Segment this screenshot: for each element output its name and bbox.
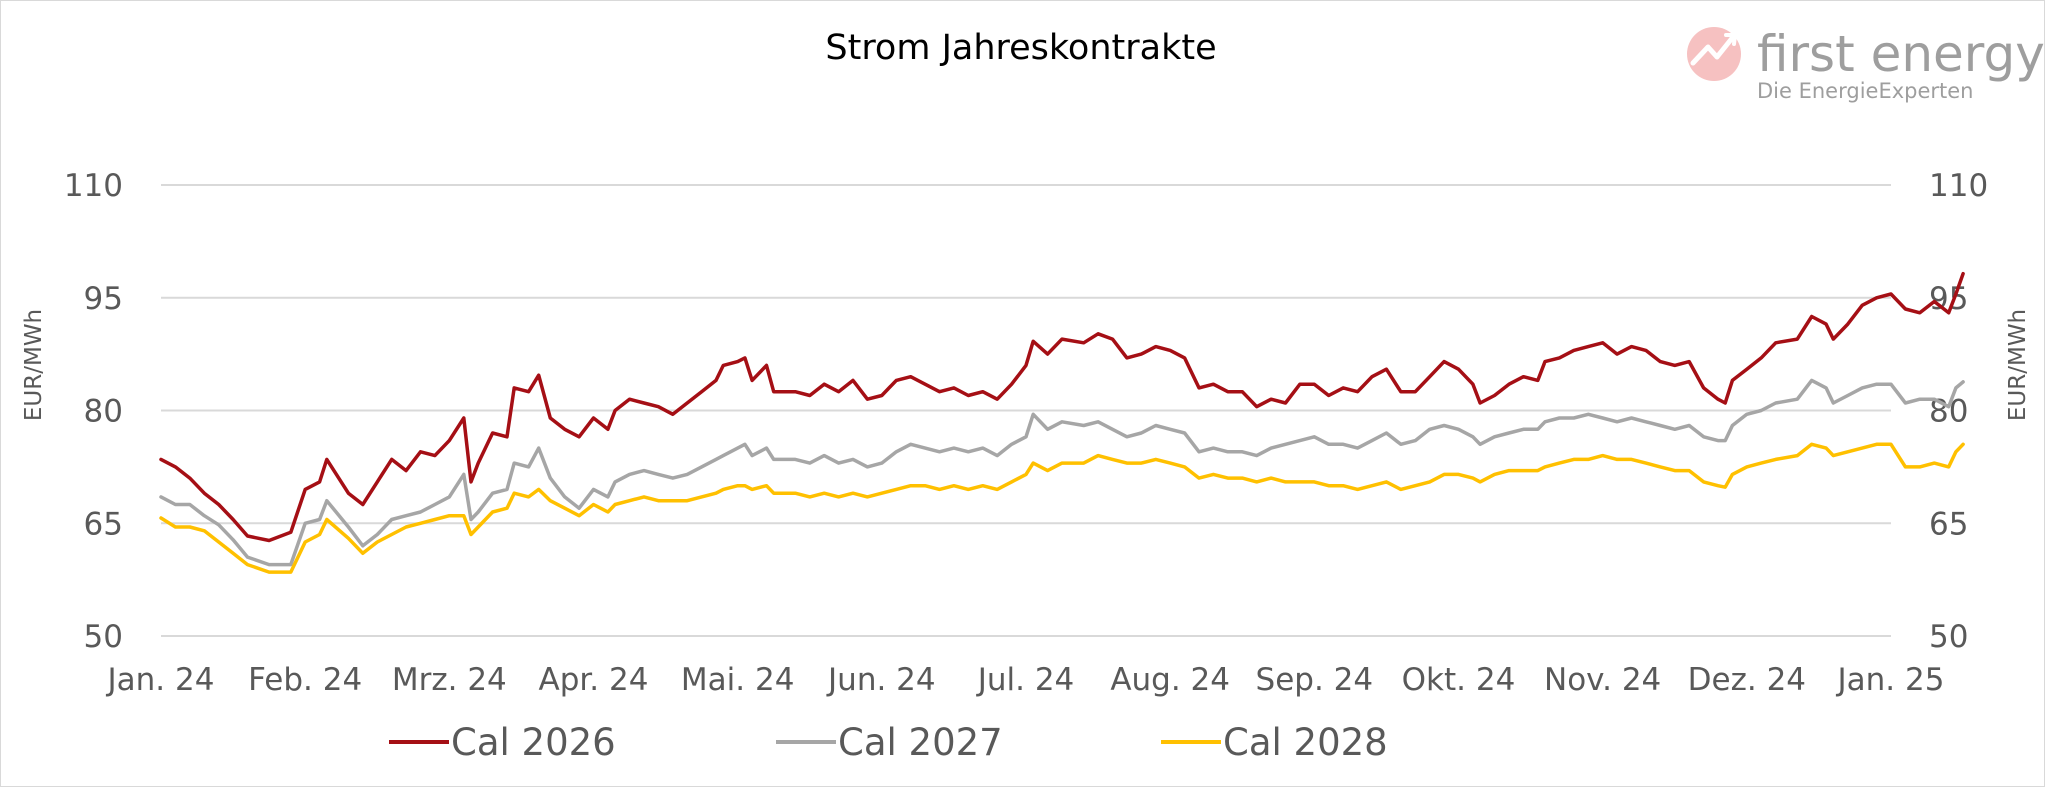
y-tick-left-95: 95 <box>84 281 123 317</box>
x-tick-label: Mai. 24 <box>681 662 795 698</box>
series-line-cal-2028 <box>159 442 1965 574</box>
x-tick-label: Sep. 24 <box>1256 662 1374 698</box>
x-tick-label: Jul. 24 <box>976 662 1075 698</box>
x-tick-label: Nov. 24 <box>1544 662 1661 698</box>
y-axis-right-title: EUR/MWh <box>2005 309 2031 421</box>
legend-label-cal-2027: Cal 2027 <box>838 721 1003 764</box>
y-tick-left-65: 65 <box>84 506 123 542</box>
series-line-cal-2026 <box>159 271 1965 543</box>
y-tick-right-50: 50 <box>1929 619 1968 655</box>
y-axis-left-title: EUR/MWh <box>21 309 47 421</box>
legend: Cal 2026 Cal 2027 Cal 2028 <box>389 721 1388 764</box>
gridlines <box>161 184 1891 637</box>
x-tick-label: Aug. 24 <box>1110 662 1230 698</box>
y-tick-left-110: 110 <box>64 168 123 204</box>
series-line-cal-2027 <box>159 378 1965 567</box>
legend-label-cal-2026: Cal 2026 <box>451 721 616 764</box>
brand-tagline: Die EnergieExperten <box>1757 79 1974 103</box>
y-tick-right-65: 65 <box>1929 506 1968 542</box>
y-tick-right-110: 110 <box>1929 168 1988 204</box>
x-tick-label: Feb. 24 <box>248 662 362 698</box>
x-tick-label: Jan. 25 <box>1836 662 1945 698</box>
x-tick-label: Okt. 24 <box>1402 662 1516 698</box>
x-tick-label: Apr. 24 <box>539 662 649 698</box>
logo-swirl-icon <box>1687 27 1741 81</box>
chart-title: Strom Jahreskontrakte <box>825 28 1216 68</box>
x-tick-label: Jan. 24 <box>106 662 215 698</box>
y-tick-left-50: 50 <box>84 619 123 655</box>
brand-name: first energy <box>1757 25 2044 83</box>
legend-label-cal-2028: Cal 2028 <box>1223 721 1388 764</box>
brand-logo: first energy Die EnergieExperten <box>1687 25 2045 103</box>
x-tick-label: Jun. 24 <box>826 662 936 698</box>
y-tick-left-80: 80 <box>84 394 123 430</box>
x-axis-ticks: Jan. 24 Feb. 24 Mrz. 24 Apr. 24 Mai. 24 Jun. … <box>106 662 1945 698</box>
y-axis-left-ticks: 50 65 80 95 110 <box>64 168 123 655</box>
x-tick-label: Mrz. 24 <box>392 662 507 698</box>
series-lines <box>159 271 1965 574</box>
x-tick-label: Dez. 24 <box>1688 662 1806 698</box>
